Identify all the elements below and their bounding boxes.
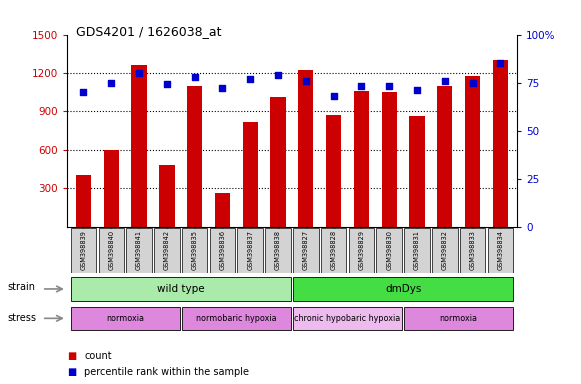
Bar — [238, 228, 263, 273]
Point — [357, 83, 366, 89]
Text: GSM398830: GSM398830 — [386, 230, 392, 270]
Bar — [376, 228, 402, 273]
Bar — [326, 115, 341, 227]
Bar — [71, 307, 180, 330]
Text: GSM398842: GSM398842 — [164, 230, 170, 270]
Bar — [266, 228, 291, 273]
Text: dmDys: dmDys — [385, 284, 421, 294]
Bar — [103, 150, 119, 227]
Bar — [465, 76, 480, 227]
Text: stress: stress — [7, 313, 36, 323]
Bar — [404, 307, 513, 330]
Text: count: count — [84, 351, 112, 361]
Bar — [210, 228, 235, 273]
Bar — [159, 165, 174, 227]
Bar — [182, 307, 291, 330]
Bar — [321, 228, 346, 273]
Point — [246, 76, 255, 82]
Point — [496, 60, 505, 66]
Text: wild type: wild type — [157, 284, 205, 294]
Text: GSM398827: GSM398827 — [303, 230, 309, 270]
Bar — [410, 116, 425, 227]
Text: GSM398835: GSM398835 — [192, 230, 198, 270]
Bar — [432, 228, 458, 273]
Bar — [293, 307, 402, 330]
Text: GSM398831: GSM398831 — [414, 230, 420, 270]
Text: ■: ■ — [67, 367, 76, 377]
Point — [385, 83, 394, 89]
Text: GSM398841: GSM398841 — [136, 230, 142, 270]
Point — [329, 93, 338, 99]
Bar — [404, 228, 430, 273]
Bar — [493, 60, 508, 227]
Text: normoxia: normoxia — [106, 314, 144, 323]
Bar — [354, 91, 369, 227]
Bar — [71, 277, 291, 301]
Bar — [154, 228, 180, 273]
Text: GSM398834: GSM398834 — [497, 230, 503, 270]
Bar — [270, 97, 286, 227]
Point — [79, 89, 88, 95]
Text: normobaric hypoxia: normobaric hypoxia — [196, 314, 277, 323]
Text: GSM398837: GSM398837 — [248, 230, 253, 270]
Bar — [382, 92, 397, 227]
Point — [440, 78, 450, 84]
Text: GDS4201 / 1626038_at: GDS4201 / 1626038_at — [76, 25, 221, 38]
Point — [468, 79, 477, 86]
Bar — [76, 175, 91, 227]
Point — [107, 79, 116, 86]
Bar — [293, 277, 513, 301]
Text: chronic hypobaric hypoxia: chronic hypobaric hypoxia — [295, 314, 401, 323]
Point — [301, 78, 310, 84]
Bar — [293, 228, 318, 273]
Point — [274, 72, 283, 78]
Point — [218, 85, 227, 91]
Point — [134, 70, 144, 76]
Point — [190, 74, 199, 80]
Text: ■: ■ — [67, 351, 76, 361]
Text: strain: strain — [7, 282, 35, 292]
Text: GSM398832: GSM398832 — [442, 230, 448, 270]
Point — [413, 87, 422, 93]
Text: normoxia: normoxia — [440, 314, 478, 323]
Bar — [243, 122, 258, 227]
Bar — [126, 228, 152, 273]
Text: GSM398838: GSM398838 — [275, 230, 281, 270]
Bar — [71, 228, 96, 273]
Text: GSM398828: GSM398828 — [331, 230, 336, 270]
Bar — [187, 86, 202, 227]
Text: GSM398829: GSM398829 — [358, 230, 364, 270]
Bar — [131, 65, 147, 227]
Text: GSM398833: GSM398833 — [469, 230, 476, 270]
Text: GSM398836: GSM398836 — [220, 230, 225, 270]
Text: GSM398839: GSM398839 — [81, 230, 87, 270]
Bar — [460, 228, 485, 273]
Bar — [215, 193, 230, 227]
Text: percentile rank within the sample: percentile rank within the sample — [84, 367, 249, 377]
Bar — [487, 228, 513, 273]
Bar — [437, 86, 453, 227]
Point — [162, 81, 171, 88]
Bar — [182, 228, 207, 273]
Bar — [349, 228, 374, 273]
Bar — [298, 70, 314, 227]
Bar — [99, 228, 124, 273]
Text: GSM398840: GSM398840 — [108, 230, 114, 270]
